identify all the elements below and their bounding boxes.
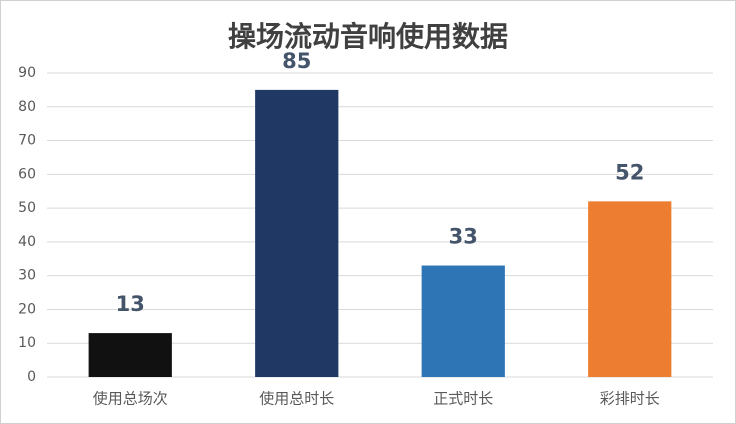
y-tick-label: 60 (18, 166, 36, 182)
bar (88, 333, 172, 377)
y-tick-label: 20 (18, 301, 36, 317)
x-tick-label: 彩排时长 (600, 390, 660, 408)
x-tick-label: 使用总时长 (259, 390, 334, 408)
y-tick-label: 10 (18, 335, 36, 351)
data-label: 85 (282, 49, 311, 73)
data-label: 52 (615, 160, 644, 184)
data-label: 13 (116, 292, 145, 316)
bar (255, 89, 339, 377)
x-tick-label: 使用总场次 (93, 390, 168, 408)
y-tick-label: 30 (18, 268, 36, 284)
y-tick-label: 0 (27, 369, 36, 385)
data-label: 33 (449, 225, 478, 249)
y-tick-label: 70 (18, 133, 36, 149)
y-tick-label: 40 (18, 234, 36, 250)
bar (421, 265, 505, 377)
y-tick-label: 90 (18, 65, 36, 81)
chart-title: 操场流动音响使用数据 (228, 20, 508, 53)
bar (588, 201, 672, 377)
x-tick-label: 正式时长 (433, 390, 493, 408)
y-tick-label: 80 (18, 99, 36, 115)
y-tick-label: 50 (18, 200, 36, 216)
